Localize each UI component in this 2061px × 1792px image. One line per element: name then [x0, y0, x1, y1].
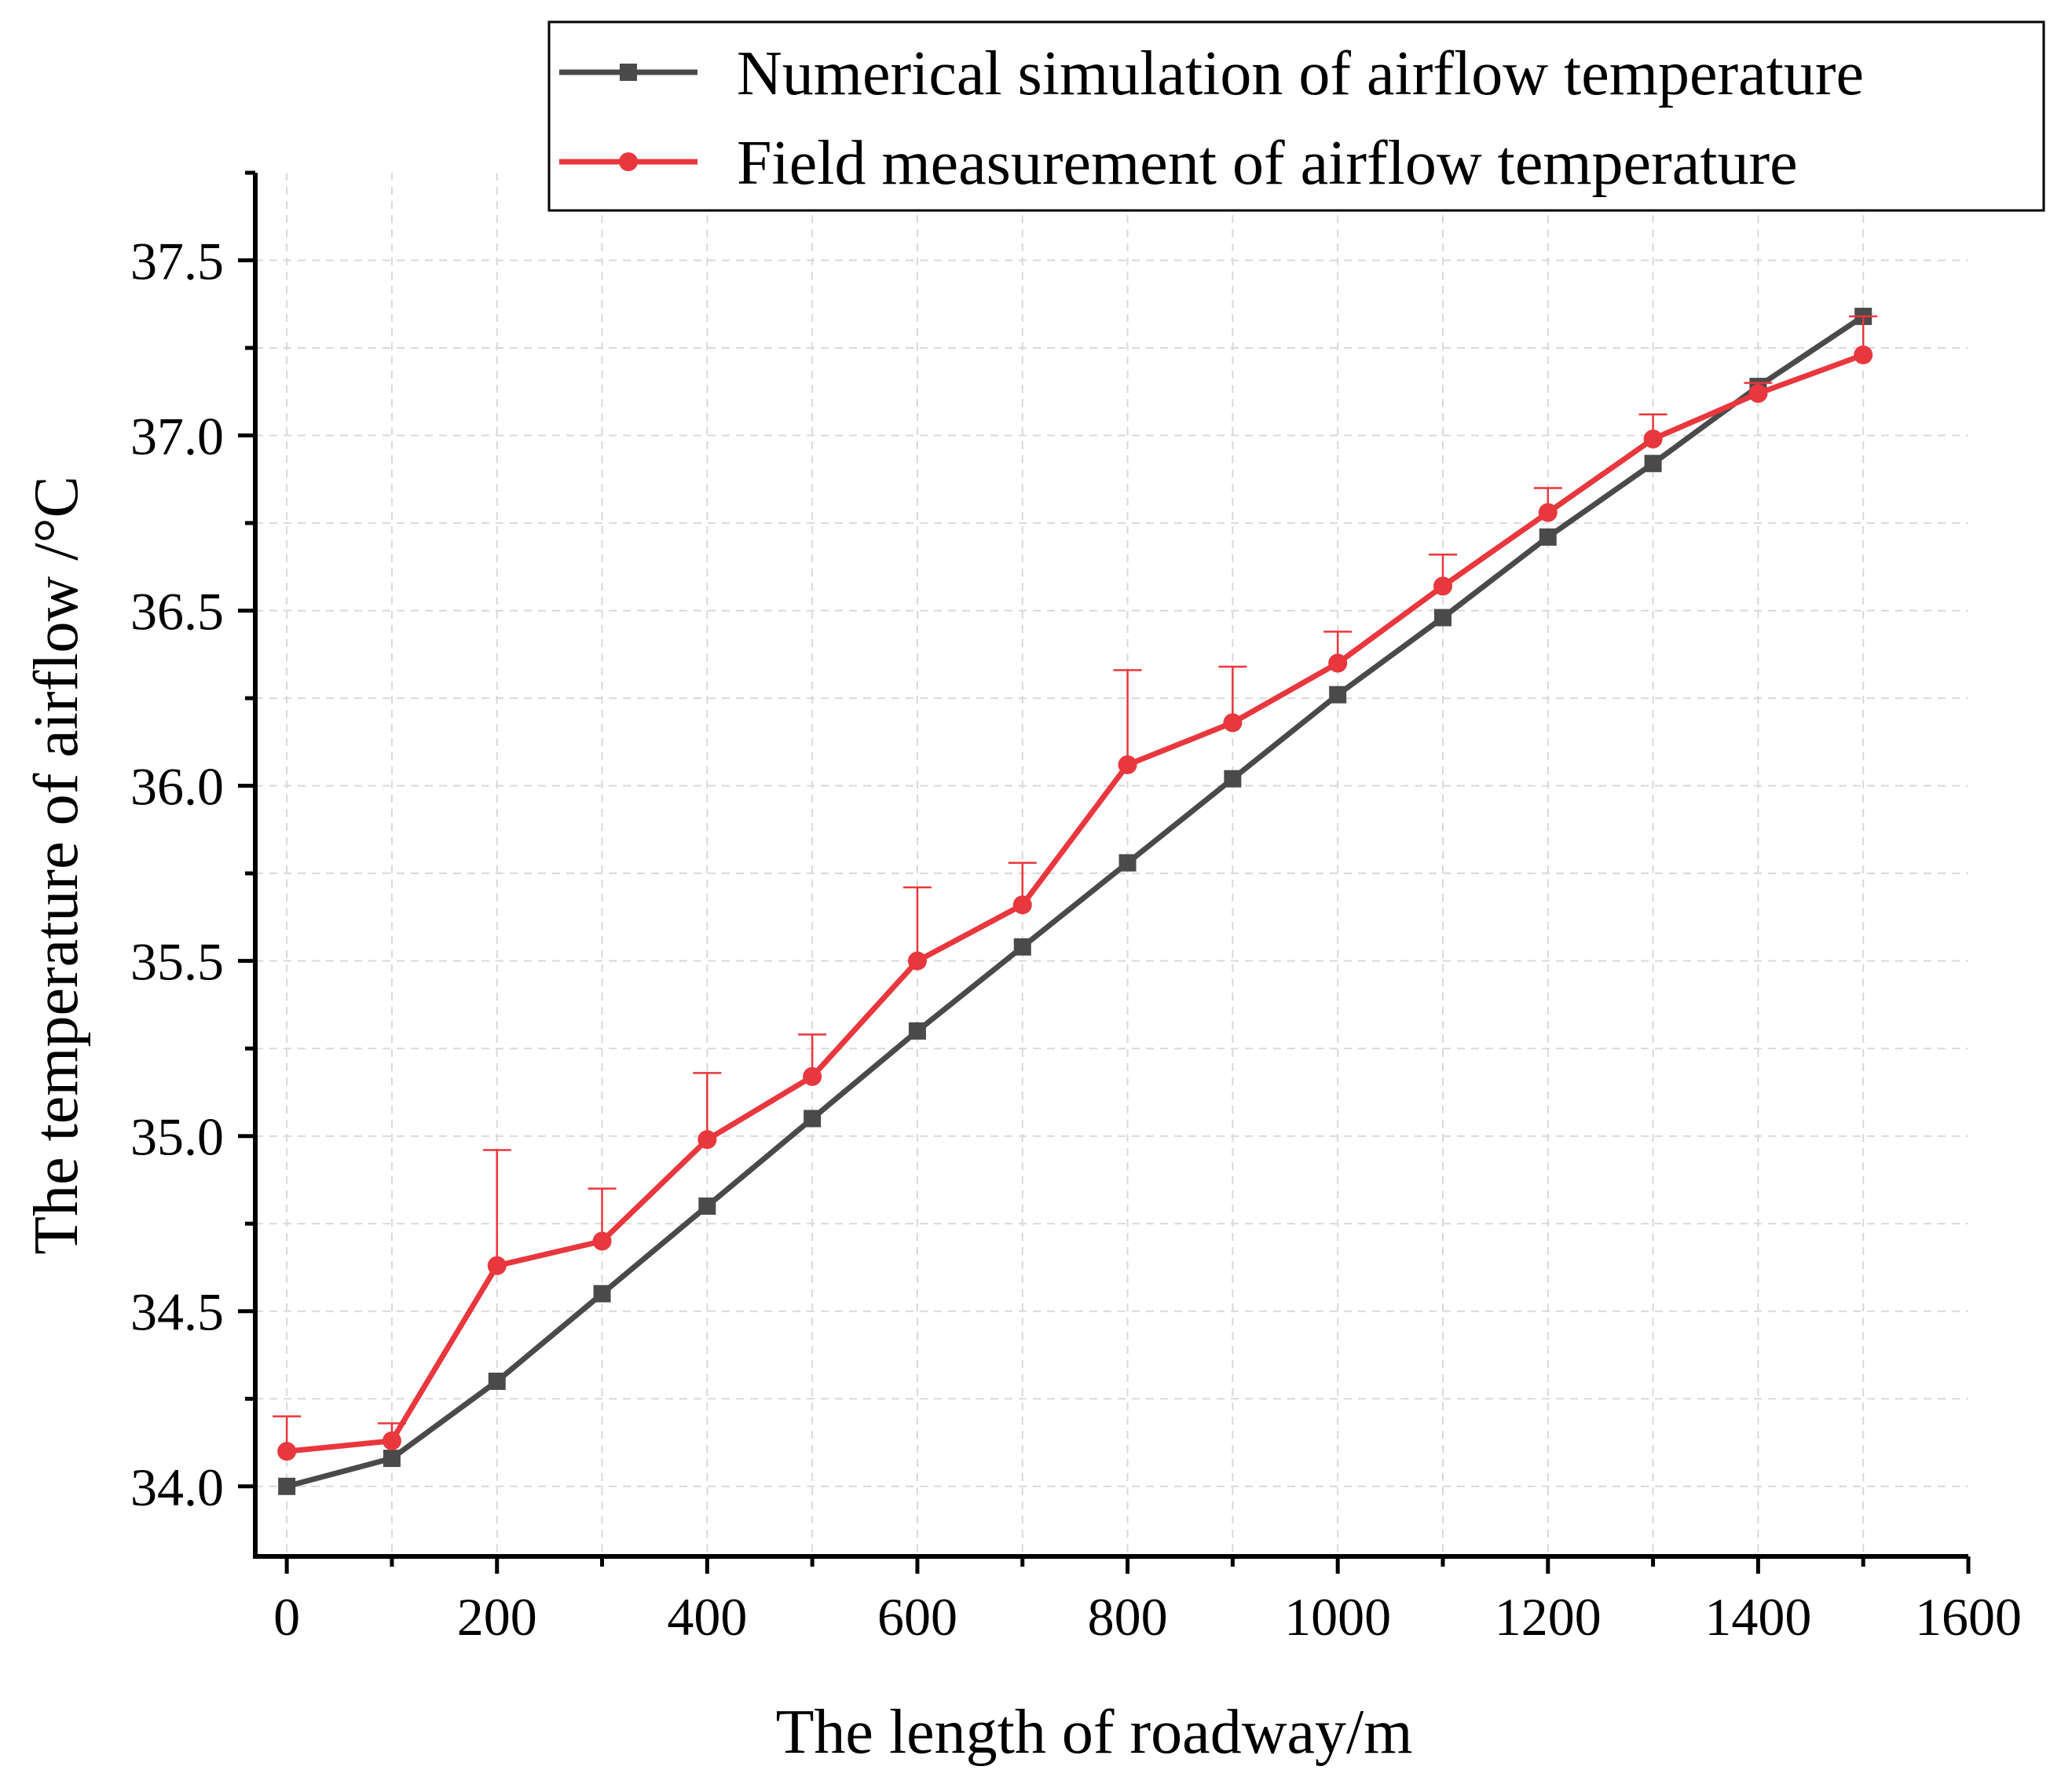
data-point-circle — [1748, 384, 1768, 404]
series-layer — [273, 307, 1878, 1495]
data-point-circle — [803, 1066, 822, 1086]
y-tick-label: 36.0 — [130, 757, 224, 817]
data-point-circle — [382, 1431, 401, 1450]
data-point-square — [1224, 770, 1242, 788]
y-tick-label: 37.0 — [130, 407, 224, 466]
series-simulation — [278, 307, 1872, 1495]
x-tick-label: 200 — [457, 1587, 537, 1647]
grid — [255, 173, 1968, 1556]
legend: Numerical simulation of airflow temperat… — [547, 20, 2045, 212]
data-point-circle — [1118, 755, 1137, 774]
data-point-circle — [1538, 503, 1558, 522]
x-tick-label: 1400 — [1704, 1587, 1811, 1647]
data-point-circle — [907, 951, 927, 971]
x-tick-label: 1200 — [1495, 1587, 1602, 1647]
data-point-square — [1644, 455, 1662, 473]
legend-marker-simulation — [620, 64, 637, 81]
x-tick-label: 600 — [877, 1587, 957, 1647]
y-tick-label: 34.0 — [130, 1457, 224, 1517]
axis-labels: The length of roadway/m The temperature … — [22, 476, 1412, 1767]
legend-label-simulation: Numerical simulation of airflow temperat… — [737, 39, 1864, 108]
x-tick-label: 400 — [667, 1587, 747, 1647]
data-point-circle — [1223, 713, 1243, 733]
data-point-square — [698, 1197, 716, 1215]
data-point-square — [488, 1372, 506, 1390]
data-point-circle — [487, 1256, 507, 1275]
y-axis-title: The temperature of airflow /°C — [22, 476, 91, 1255]
data-point-square — [908, 1022, 926, 1040]
data-point-circle — [1854, 345, 1873, 364]
data-point-square — [1118, 854, 1137, 872]
data-point-square — [1013, 938, 1031, 956]
data-point-circle — [1012, 895, 1032, 915]
data-point-square — [383, 1450, 401, 1468]
axes: 0 200 400 600 800 1000 1200 1400 1600 34.0 34.5 35.… — [130, 170, 2022, 1647]
series-line — [286, 313, 1865, 1490]
data-point-square — [1539, 528, 1557, 546]
data-point-circle — [1328, 653, 1348, 673]
series-measurement — [273, 315, 1878, 1461]
data-point-circle — [1433, 576, 1452, 596]
data-point-square — [278, 1477, 296, 1495]
y-tick-label: 34.5 — [130, 1282, 224, 1342]
x-axis-title: The length of roadway/m — [776, 1698, 1413, 1767]
legend-label-measurement: Field measurement of airflow temperature — [737, 129, 1798, 198]
y-tick-label: 35.5 — [130, 932, 224, 992]
legend-marker-measurement — [619, 152, 638, 171]
y-tick-label: 36.5 — [130, 582, 224, 642]
x-tick-label: 1000 — [1284, 1587, 1391, 1647]
y-tick-label: 37.5 — [130, 232, 224, 291]
x-tick-label: 0 — [273, 1587, 300, 1647]
x-tick-label: 800 — [1088, 1587, 1168, 1647]
data-point-square — [804, 1110, 822, 1128]
x-tick-label: 1600 — [1915, 1587, 2022, 1647]
legend-box — [547, 20, 2045, 212]
series-line — [286, 352, 1865, 1454]
data-point-circle — [277, 1442, 297, 1461]
data-point-square — [593, 1285, 611, 1303]
data-point-square — [1433, 609, 1451, 627]
y-tick-label: 35.0 — [130, 1107, 224, 1167]
data-point-circle — [697, 1130, 717, 1150]
data-point-square — [1329, 686, 1347, 704]
data-point-circle — [592, 1231, 612, 1251]
data-point-circle — [1643, 430, 1663, 449]
